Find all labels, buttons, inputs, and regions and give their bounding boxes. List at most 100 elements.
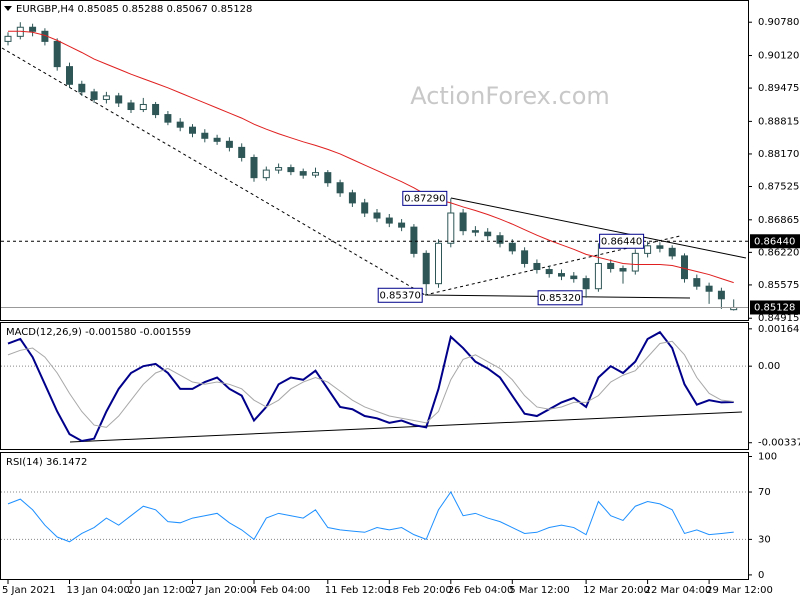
candle-body: [287, 167, 295, 173]
rsi-title: RSI(14) 36.1472: [6, 457, 87, 468]
y-tick-label: 0.84915: [758, 313, 799, 324]
annotation-label: 0.85320: [539, 293, 580, 304]
candle-body: [582, 278, 590, 290]
series-line: [7, 340, 734, 428]
x-tick-label: 26 Feb 04:00: [448, 585, 514, 596]
price-level-label: 0.85128: [754, 302, 795, 313]
candle-body: [250, 156, 258, 179]
x-tick-label: 5 Mar 12:00: [509, 585, 569, 596]
candle-body: [656, 245, 664, 249]
annotation-label: 0.86440: [601, 236, 642, 247]
series-line: [7, 491, 734, 543]
candle-body: [717, 290, 725, 300]
y-tick-label: 100: [758, 451, 777, 462]
candle-body: [225, 140, 233, 148]
annotation-label: 0.85370: [380, 290, 421, 301]
candle-body: [348, 192, 356, 204]
y-tick-label: 0.88815: [758, 116, 799, 127]
candle-body: [385, 217, 393, 224]
candle-body: [78, 83, 86, 93]
candle-body: [422, 252, 430, 285]
candle-body: [693, 278, 701, 287]
annotation-box: [377, 287, 423, 303]
price-level-label: 0.86440: [754, 236, 795, 247]
candle-body: [681, 255, 688, 280]
candle-body: [102, 95, 110, 100]
candle-body: [545, 269, 553, 275]
candle-body: [238, 146, 246, 158]
candle-body: [644, 245, 652, 254]
candle-body: [631, 252, 639, 272]
x-tick-label: 13 Jan 04:00: [67, 585, 130, 596]
candle-body: [4, 35, 12, 42]
candle-body: [29, 26, 37, 32]
candle-body: [705, 285, 713, 292]
annotation-label: 0.87290: [404, 193, 445, 204]
candle-body: [484, 231, 492, 237]
candle-body: [115, 95, 123, 104]
candle-body: [299, 171, 307, 176]
y-tick-label: 0.87525: [758, 181, 799, 192]
trend-line: [69, 411, 743, 443]
candle-body: [164, 114, 172, 123]
candle-body: [398, 222, 406, 228]
y-tick-label: 0.00: [758, 361, 780, 372]
y-tick-label: 0.001648: [758, 324, 800, 335]
candle-body: [90, 91, 98, 100]
y-tick-label: 0.88170: [758, 149, 799, 160]
y-tick-label: 30: [758, 534, 771, 545]
annotation-box: [537, 290, 583, 306]
candle-body: [139, 103, 147, 111]
series-line: [8, 30, 734, 284]
candle-body: [312, 172, 319, 176]
watermark: ActionForex.com: [410, 82, 610, 110]
candle-body: [66, 66, 73, 85]
price-level-box: [750, 234, 800, 249]
candle-body: [176, 121, 184, 128]
candle-body: [459, 212, 467, 232]
x-tick-label: 20 Jan 12:00: [128, 585, 191, 596]
candle-body: [53, 40, 61, 68]
candle-body: [594, 262, 602, 290]
candle-body: [447, 212, 455, 244]
rsi-panel: [0, 452, 749, 580]
candle-body: [558, 273, 565, 277]
candle-body: [262, 169, 270, 179]
y-tick-label: -0.003379: [758, 438, 800, 449]
candle-body: [201, 132, 209, 139]
trend-line: [1, 47, 426, 296]
candle-body: [607, 262, 615, 270]
x-tick-label: 4 Feb 04:00: [251, 585, 310, 596]
candle-body: [324, 172, 332, 184]
x-tick-label: 27 Jan 20:00: [190, 585, 253, 596]
price-level-box: [750, 300, 800, 315]
candle-body: [570, 275, 578, 280]
x-tick-label: 5 Jan 2021: [2, 585, 56, 596]
candle-body: [668, 247, 676, 257]
main-panel: [0, 0, 749, 321]
candle-body: [533, 262, 541, 271]
x-tick-label: 18 Feb 20:00: [386, 585, 452, 596]
macd-title: MACD(12,26,9) -0.001580 -0.001559: [6, 327, 191, 338]
candle-body: [361, 202, 369, 214]
x-tick-label: 11 Feb 12:00: [325, 585, 391, 596]
trend-line: [450, 197, 747, 259]
candle-body: [471, 230, 479, 233]
candle-body: [152, 103, 160, 116]
candle-body: [508, 242, 516, 252]
y-tick-label: 0.85575: [758, 280, 799, 291]
candle-body: [435, 242, 442, 285]
candle-body: [189, 126, 196, 134]
candle-body: [213, 137, 221, 142]
candle-body: [127, 102, 135, 111]
annotation-box: [402, 190, 448, 206]
y-tick-label: 0.86220: [758, 247, 799, 258]
annotation-box: [599, 233, 645, 249]
candle-body: [373, 212, 381, 219]
candle-body: [619, 268, 627, 272]
candle-body: [275, 167, 283, 171]
candle-body: [336, 182, 344, 194]
x-tick-label: 12 Mar 20:00: [583, 585, 650, 596]
